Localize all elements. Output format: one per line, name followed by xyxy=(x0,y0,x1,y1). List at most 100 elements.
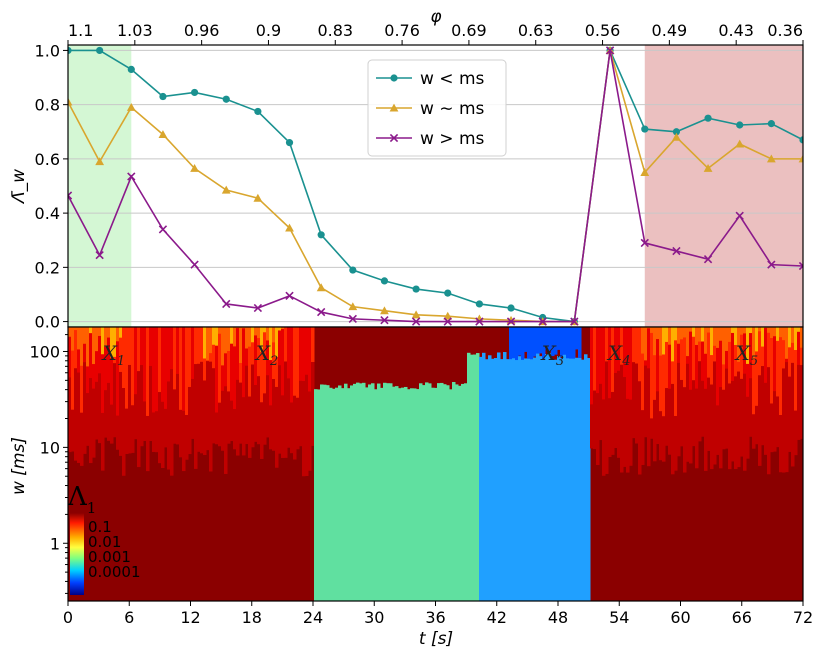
heatmap-cell xyxy=(776,327,780,341)
series-1-point xyxy=(641,125,649,133)
colorbar-title-sub: 1 xyxy=(87,499,97,517)
region-label-letter: X xyxy=(101,341,118,365)
series-1-line xyxy=(68,47,803,323)
series-2-point xyxy=(285,223,294,232)
heatmap-cell xyxy=(764,327,768,455)
heatmap-cell xyxy=(119,327,123,372)
heatmap-cell xyxy=(371,383,375,601)
heatmap-cell xyxy=(410,388,414,601)
heatmap-cell xyxy=(674,327,678,341)
heatmap-cell xyxy=(731,327,735,381)
heatmap-cell xyxy=(434,387,438,601)
heatmap-cell xyxy=(284,327,288,362)
top-tick-label: 1.1 xyxy=(68,21,93,40)
series-2-point xyxy=(798,154,803,163)
heatmap-cell xyxy=(149,327,153,442)
heatmap-cell xyxy=(350,385,354,601)
heatmap-cell xyxy=(188,327,192,455)
heatmap-cell xyxy=(407,389,411,601)
heatmap-cell xyxy=(755,327,759,406)
heatmap-cell xyxy=(428,383,432,601)
heatmap-cell xyxy=(176,327,180,445)
heatmap-cell xyxy=(158,327,162,464)
heatmap-cell xyxy=(170,327,174,476)
heatmap-cell xyxy=(797,327,801,440)
heatmap-cell xyxy=(404,386,408,601)
series-2 xyxy=(68,46,803,326)
series-2-point xyxy=(348,302,358,311)
heatmap-cell xyxy=(686,327,690,357)
heatmap-cell xyxy=(230,327,234,401)
heatmap-cell xyxy=(209,327,213,472)
heatmap-cell xyxy=(671,327,675,475)
heatmap-cell xyxy=(692,327,696,381)
heatmap-cell xyxy=(281,327,285,330)
heatmap-cell xyxy=(140,327,144,366)
heatmap-cell xyxy=(74,327,78,331)
series-3 xyxy=(68,46,803,326)
series-2-point xyxy=(443,311,453,320)
heatmap-cell xyxy=(638,327,642,382)
heatmap-cell xyxy=(101,327,105,355)
heatmap-cell xyxy=(92,327,96,365)
heatmap-cell xyxy=(722,327,726,365)
heatmap-cell xyxy=(332,388,336,601)
x-tick-label: 42 xyxy=(487,608,507,627)
region-label-letter: X xyxy=(254,341,271,365)
heatmap-cell xyxy=(614,327,618,448)
heatmap-cell xyxy=(128,327,132,454)
heatmap-cell xyxy=(578,356,582,601)
colorbar-label: 0.1 xyxy=(88,518,112,536)
heatmap-cell xyxy=(719,327,723,469)
series-3-point xyxy=(570,317,579,326)
heatmap-cell xyxy=(536,352,540,601)
heatmap-cell xyxy=(653,327,657,356)
heatmap-cell xyxy=(734,327,738,345)
colorbar-label: 0.001 xyxy=(88,548,131,566)
heatmap-cell xyxy=(305,327,309,375)
heatmap-cell xyxy=(104,327,108,391)
series-1-point xyxy=(507,304,515,312)
heatmap-cell xyxy=(359,383,363,601)
heatmap-cell xyxy=(161,327,165,402)
heatmap-cell xyxy=(701,327,705,381)
region-label-sub: 1 xyxy=(117,354,125,369)
heatmap-cell xyxy=(674,327,678,416)
heatmap-cell xyxy=(251,327,255,365)
heatmap-cell xyxy=(77,327,81,373)
legend: w < ms w ∼ ms w > ms xyxy=(367,59,507,157)
heatmap-cell xyxy=(788,327,792,452)
heatmap-cell xyxy=(761,327,765,347)
heatmap-cell xyxy=(89,327,93,464)
heatmap-cell xyxy=(569,355,573,601)
heatmap-cell xyxy=(689,327,693,464)
heatmap-cell xyxy=(692,327,696,337)
series-1-point xyxy=(380,277,389,285)
heatmap-cell xyxy=(668,327,672,389)
heatmap-cell xyxy=(632,327,636,439)
heatmap-cell xyxy=(590,327,594,405)
x-axis-label: t [s] xyxy=(419,629,453,649)
heatmap-cell xyxy=(386,383,390,601)
heatmap-cell xyxy=(98,327,102,336)
y-axis-label-bottom: w [ms] xyxy=(9,437,29,495)
heatmap-cell xyxy=(647,327,651,369)
series-2-point xyxy=(735,139,745,148)
heatmap-cell xyxy=(668,327,672,455)
heatmap-cell xyxy=(443,384,447,601)
heatmap-cell xyxy=(665,327,669,342)
series-3-point xyxy=(158,225,168,234)
legend-label: w ∼ ms xyxy=(420,99,485,119)
heatmap-cell xyxy=(662,327,666,417)
heatmap-cell xyxy=(470,354,474,601)
heatmap-cell xyxy=(110,327,114,358)
heatmap-cell xyxy=(347,388,351,601)
heatmap-cell xyxy=(794,327,798,351)
heatmap-cell xyxy=(767,327,771,368)
top-tick-label: 0.49 xyxy=(652,21,688,40)
heatmap-cell xyxy=(791,327,795,343)
heatmap-cell xyxy=(773,327,777,392)
heatmap-cell xyxy=(203,327,207,456)
heatmap-cell xyxy=(491,358,495,601)
